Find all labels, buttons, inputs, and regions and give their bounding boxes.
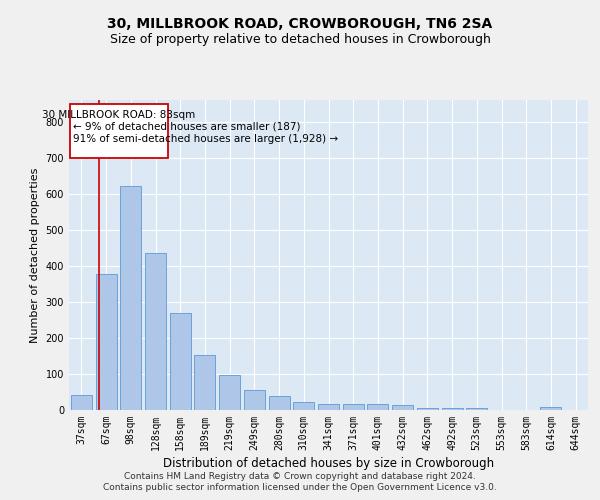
- Bar: [367, 404, 388, 410]
- Bar: [70, 104, 168, 158]
- Bar: [120, 186, 141, 410]
- Bar: [244, 390, 265, 410]
- Bar: [145, 253, 166, 410]
- Text: Contains HM Land Registry data © Crown copyright and database right 2024.: Contains HM Land Registry data © Crown c…: [124, 472, 476, 481]
- Text: 91% of semi-detached houses are larger (1,928) →: 91% of semi-detached houses are larger (…: [73, 134, 338, 144]
- Text: 30, MILLBROOK ROAD, CROWBOROUGH, TN6 2SA: 30, MILLBROOK ROAD, CROWBOROUGH, TN6 2SA: [107, 18, 493, 32]
- Bar: [466, 408, 487, 410]
- Bar: [318, 404, 339, 410]
- Bar: [71, 395, 92, 410]
- Text: 30 MILLBROOK ROAD: 83sqm: 30 MILLBROOK ROAD: 83sqm: [43, 110, 196, 120]
- Bar: [95, 274, 116, 410]
- Text: ← 9% of detached houses are smaller (187): ← 9% of detached houses are smaller (187…: [73, 122, 301, 132]
- Bar: [170, 314, 191, 410]
- Text: Size of property relative to detached houses in Crowborough: Size of property relative to detached ho…: [110, 32, 490, 46]
- Bar: [417, 408, 438, 410]
- X-axis label: Distribution of detached houses by size in Crowborough: Distribution of detached houses by size …: [163, 457, 494, 470]
- Bar: [194, 355, 215, 410]
- Bar: [343, 404, 364, 410]
- Bar: [293, 402, 314, 410]
- Bar: [392, 404, 413, 410]
- Bar: [269, 396, 290, 410]
- Bar: [541, 407, 562, 410]
- Y-axis label: Number of detached properties: Number of detached properties: [30, 168, 40, 342]
- Bar: [219, 375, 240, 410]
- Text: Contains public sector information licensed under the Open Government Licence v3: Contains public sector information licen…: [103, 484, 497, 492]
- Bar: [442, 408, 463, 410]
